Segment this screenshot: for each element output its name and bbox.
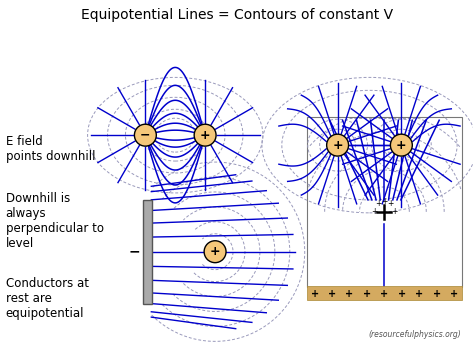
Bar bbox=[307, 117, 462, 286]
Text: Downhill is
always
perpendicular to
level: Downhill is always perpendicular to leve… bbox=[6, 192, 104, 250]
Text: Equipotential Lines = Contours of constant V: Equipotential Lines = Contours of consta… bbox=[81, 8, 393, 22]
Text: +: + bbox=[200, 129, 210, 142]
Ellipse shape bbox=[135, 124, 156, 146]
Text: +: + bbox=[396, 138, 407, 152]
Text: +: + bbox=[433, 289, 441, 299]
Text: +: + bbox=[363, 289, 371, 299]
Text: +: + bbox=[398, 289, 406, 299]
Text: +: + bbox=[380, 289, 389, 299]
Text: +: + bbox=[391, 207, 398, 216]
Text: +: + bbox=[375, 200, 382, 208]
Bar bbox=[307, 285, 462, 300]
Text: +: + bbox=[210, 245, 220, 258]
Text: (resourcefulphysics.org): (resourcefulphysics.org) bbox=[368, 331, 461, 339]
Text: +: + bbox=[371, 207, 378, 216]
Text: +: + bbox=[346, 289, 354, 299]
Ellipse shape bbox=[194, 124, 216, 146]
Ellipse shape bbox=[204, 241, 226, 263]
Text: Conductors at
rest are
equipotential: Conductors at rest are equipotential bbox=[6, 277, 89, 320]
Text: +: + bbox=[310, 289, 319, 299]
Text: +: + bbox=[332, 138, 343, 152]
Text: +: + bbox=[415, 289, 423, 299]
Text: +: + bbox=[387, 200, 393, 208]
Text: −: − bbox=[140, 129, 151, 142]
Ellipse shape bbox=[327, 134, 348, 156]
Text: +: + bbox=[450, 289, 458, 299]
Text: −: − bbox=[128, 245, 140, 259]
Text: +: + bbox=[381, 197, 388, 206]
Ellipse shape bbox=[391, 134, 412, 156]
Bar bbox=[143, 200, 152, 304]
Text: E field
points downhill: E field points downhill bbox=[6, 135, 95, 163]
Text: +: + bbox=[328, 289, 336, 299]
